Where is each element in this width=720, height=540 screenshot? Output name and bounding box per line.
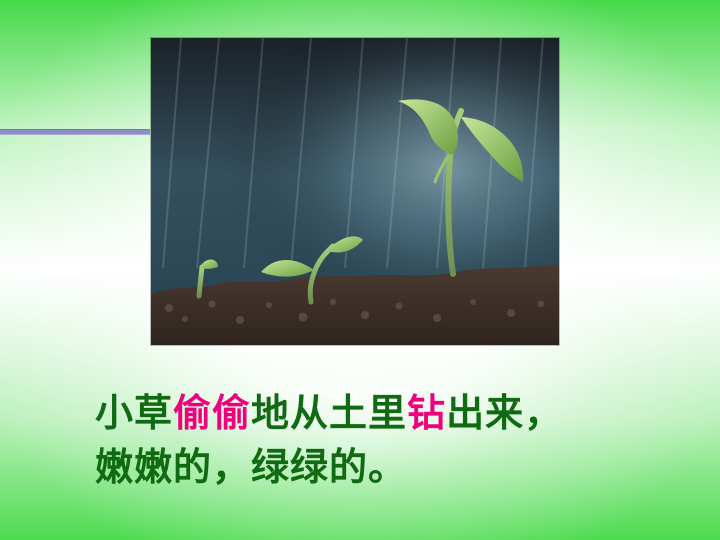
decorative-bar [0, 129, 150, 135]
tall-sprout-icon [398, 99, 524, 277]
seedling-illustration [151, 38, 559, 345]
poem-caption: 小草偷偷地从土里钻出来， 嫩嫩的，绿绿的。 [95, 386, 655, 494]
poem-text: 地从土里 [251, 391, 408, 435]
medium-sprout-icon [261, 236, 363, 305]
poem-line-1: 小草偷偷地从土里钻出来， [95, 386, 655, 440]
highlighted-word: 钻 [407, 391, 447, 435]
small-sprout-icon [196, 259, 218, 299]
poem-text: 出来， [446, 391, 564, 435]
poem-line-2: 嫩嫩的，绿绿的。 [95, 445, 408, 489]
seedling-photo [151, 38, 559, 345]
poem-text: 小草 [95, 391, 174, 435]
highlighted-word: 偷偷 [173, 391, 252, 435]
